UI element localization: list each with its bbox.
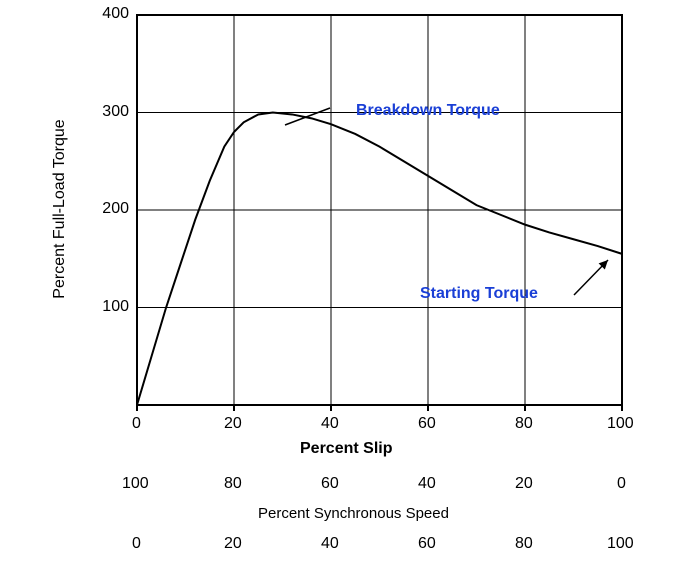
x-axis-title: Percent Slip [300, 440, 392, 458]
annotation-label: Starting Torque [420, 285, 538, 303]
x-tick: 80 [515, 415, 533, 433]
y-tick: 200 [102, 200, 129, 218]
secondary-tick-row2: 80 [515, 535, 533, 553]
x-tick: 20 [224, 415, 242, 433]
x-tick: 60 [418, 415, 436, 433]
y-tick: 300 [102, 103, 129, 121]
secondary-tick-row2: 0 [132, 535, 141, 553]
secondary-axis-title: Percent Synchronous Speed [258, 505, 449, 522]
secondary-tick-row1: 60 [321, 475, 339, 493]
secondary-tick-row2: 40 [321, 535, 339, 553]
secondary-tick-row1: 20 [515, 475, 533, 493]
secondary-tick-row1: 40 [418, 475, 436, 493]
torque-slip-chart: Percent Full-Load Torque 100200300400 02… [0, 0, 677, 562]
secondary-tick-row2: 60 [418, 535, 436, 553]
secondary-tick-row1: 100 [122, 475, 149, 493]
secondary-tick-row1: 80 [224, 475, 242, 493]
x-tick: 40 [321, 415, 339, 433]
x-tick: 0 [132, 415, 141, 433]
y-tick: 100 [102, 298, 129, 316]
secondary-tick-row2: 100 [607, 535, 634, 553]
annotation-label: Breakdown Torque [356, 102, 500, 120]
secondary-tick-row2: 20 [224, 535, 242, 553]
x-tick: 100 [607, 415, 634, 433]
y-tick: 400 [102, 5, 129, 23]
secondary-tick-row1: 0 [617, 475, 626, 493]
